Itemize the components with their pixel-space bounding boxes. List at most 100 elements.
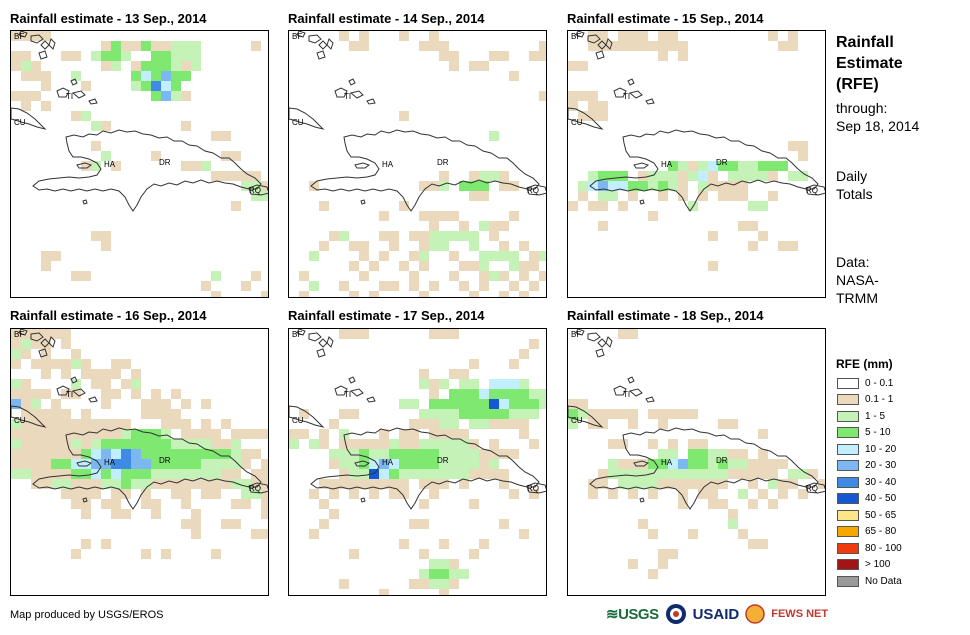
rainfall-cell xyxy=(221,449,231,459)
rainfall-cell xyxy=(618,459,628,469)
rainfall-cell xyxy=(598,419,608,429)
rainfall-cell xyxy=(678,41,688,51)
rainfall-cell xyxy=(101,499,111,509)
rainfall-cell xyxy=(51,409,61,419)
rainfall-cell xyxy=(51,459,61,469)
rainfall-cell xyxy=(698,449,708,459)
rainfall-cell xyxy=(61,429,71,439)
rainfall-cell xyxy=(151,479,161,489)
rainfall-cell xyxy=(101,399,111,409)
legend-row: 40 - 50 xyxy=(837,493,896,505)
rainfall-cell xyxy=(111,469,121,479)
rainfall-map-panel: BF TI CU HA DR RQ xyxy=(567,328,826,596)
rainfall-cell xyxy=(598,191,608,201)
totals-label: Totals xyxy=(836,186,873,202)
rainfall-cell xyxy=(658,31,668,41)
rainfall-cell xyxy=(81,509,91,519)
rainfall-cell xyxy=(161,409,171,419)
rainfall-cell xyxy=(758,469,768,479)
island-coastline xyxy=(70,78,78,86)
data-source-info: Data: NASA- TRMM xyxy=(836,253,879,307)
rainfall-cell xyxy=(439,559,449,569)
legend-label: No Data xyxy=(865,575,902,587)
panel-title: Rainfall estimate - 15 Sep., 2014 xyxy=(567,11,764,26)
rainfall-cell xyxy=(151,449,161,459)
rainfall-cell xyxy=(768,459,778,469)
rainfall-cell xyxy=(111,369,121,379)
rainfall-cell xyxy=(161,51,171,61)
rainfall-cell xyxy=(499,389,509,399)
rainfall-cell xyxy=(648,181,658,191)
rainfall-cell xyxy=(489,449,499,459)
rainfall-cell xyxy=(479,409,489,419)
place-label-cu: CU xyxy=(571,118,583,127)
rainfall-cell xyxy=(91,429,101,439)
rainfall-cell xyxy=(419,469,429,479)
rainfall-cell xyxy=(339,281,349,291)
rainfall-cell xyxy=(658,479,668,489)
rainfall-cell xyxy=(31,329,41,339)
rainfall-cell xyxy=(299,429,309,439)
rainfall-cell xyxy=(598,469,608,479)
rainfall-cell xyxy=(419,569,429,579)
rainfall-cell xyxy=(409,459,419,469)
rainfall-cell xyxy=(319,519,329,529)
rainfall-cell xyxy=(141,429,151,439)
rainfall-cell xyxy=(608,181,618,191)
legend-swatch xyxy=(837,377,859,389)
rainfall-cell xyxy=(329,509,339,519)
place-label-rq: RQ xyxy=(527,484,539,493)
rainfall-cell xyxy=(429,409,439,419)
rainfall-cell xyxy=(658,409,668,419)
rainfall-cell xyxy=(738,171,748,181)
rainfall-cell xyxy=(61,439,71,449)
rainfall-cell xyxy=(399,479,409,489)
rainfall-cell xyxy=(41,31,51,41)
legend-row: 50 - 65 xyxy=(837,509,896,521)
rainfall-cell xyxy=(111,51,121,61)
rainfall-cell xyxy=(71,111,81,121)
rainfall-cell xyxy=(628,469,638,479)
rainfall-cell xyxy=(379,429,389,439)
rainfall-cell xyxy=(161,81,171,91)
rainfall-cell xyxy=(91,141,101,151)
rainfall-cell xyxy=(191,509,201,519)
rainfall-cell xyxy=(738,459,748,469)
rainfall-cell xyxy=(111,429,121,439)
rainfall-cell xyxy=(211,291,221,297)
place-label-rq: RQ xyxy=(806,484,818,493)
rainfall-cell xyxy=(101,429,111,439)
rainfall-cell xyxy=(788,241,798,251)
place-label-rq: RQ xyxy=(249,186,261,195)
rainfall-cell xyxy=(181,71,191,81)
rainfall-cell xyxy=(389,469,399,479)
island-coastline xyxy=(316,50,326,60)
rainfall-cell xyxy=(529,261,539,271)
island-coastline xyxy=(334,385,348,396)
rainfall-cell xyxy=(261,291,268,297)
island-coastline xyxy=(526,482,546,494)
rainfall-cell xyxy=(339,459,349,469)
rainfall-cell xyxy=(211,549,221,559)
rainfall-cell xyxy=(728,191,738,201)
rainfall-cell xyxy=(409,231,419,241)
rainfall-cell xyxy=(151,399,161,409)
rainfall-cell xyxy=(439,429,449,439)
rainfall-cell xyxy=(588,489,598,499)
rainfall-cell xyxy=(439,329,449,339)
rainfall-cell xyxy=(241,449,251,459)
rainfall-cell xyxy=(748,171,758,181)
rainfall-cell xyxy=(439,449,449,459)
rainfall-cell xyxy=(409,439,419,449)
rainfall-cell xyxy=(748,479,758,489)
rainfall-cell xyxy=(449,569,459,579)
rainfall-cell xyxy=(638,181,648,191)
rainfall-cell xyxy=(658,191,668,201)
rainfall-cell xyxy=(241,281,251,291)
rainfall-cell xyxy=(71,449,81,459)
rainfall-cell xyxy=(509,211,519,221)
rainfall-cell xyxy=(121,379,131,389)
rainfall-cell xyxy=(11,349,21,359)
rainfall-cell xyxy=(349,329,359,339)
rainfall-cell xyxy=(91,121,101,131)
